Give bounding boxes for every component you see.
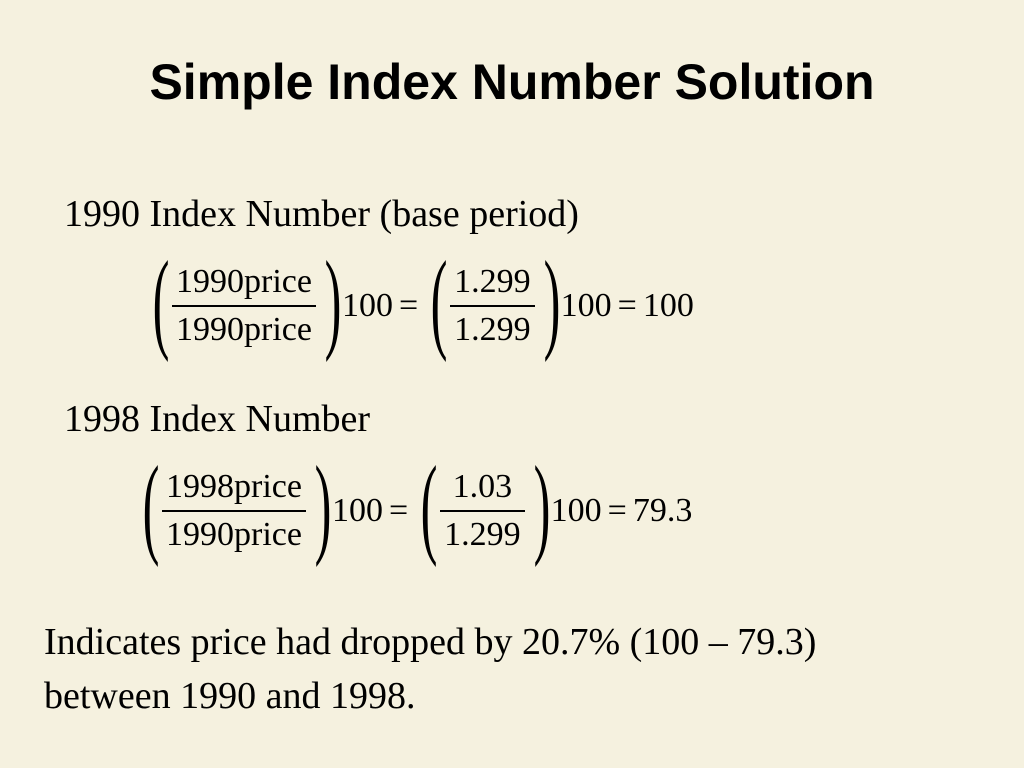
fraction-1998-values: 1.03 1.299 xyxy=(440,467,525,555)
multiplier-value: 100 xyxy=(331,492,383,529)
left-paren: ( xyxy=(142,444,160,568)
fraction-1990-prices: 1990price 1990price xyxy=(172,262,316,350)
left-paren: ( xyxy=(430,239,448,363)
fraction-1998-prices: 1998price 1990price xyxy=(162,467,306,555)
fraction-numerator: 1998price xyxy=(166,468,302,505)
result-value: 79.3 xyxy=(632,492,693,529)
fraction-bar xyxy=(162,510,306,512)
right-paren: ) xyxy=(314,444,332,568)
equation-1990: ( 1990price 1990price ) 100 = ( 1.299 1.… xyxy=(146,245,694,358)
fraction-numerator: 1.299 xyxy=(454,263,531,300)
slide-title: Simple Index Number Solution xyxy=(149,54,875,110)
heading-1990-index: 1990 Index Number (base period) xyxy=(64,193,579,235)
heading-1998-index: 1998 Index Number xyxy=(64,398,371,440)
multiplier-value: 100 xyxy=(560,287,612,324)
equals-sign: = xyxy=(617,287,637,324)
fraction-denominator: 1.299 xyxy=(444,516,521,553)
multiplier-value: 100 xyxy=(341,287,393,324)
fraction-bar xyxy=(450,305,535,307)
fraction-denominator: 1.299 xyxy=(454,311,531,348)
conclusion-line: Indicates price had dropped by 20.7% (10… xyxy=(44,621,817,663)
equation-1998: ( 1998price 1990price ) 100 = ( 1.03 1.2… xyxy=(136,450,693,564)
equals-sign: = xyxy=(388,492,409,529)
left-paren: ( xyxy=(152,239,170,363)
right-paren: ) xyxy=(543,239,561,363)
fraction-bar xyxy=(172,305,316,307)
fraction-numerator: 1.03 xyxy=(452,468,513,505)
left-paren: ( xyxy=(420,444,438,568)
fraction-1990-values: 1.299 1.299 xyxy=(450,262,535,350)
equals-sign: = xyxy=(398,287,419,324)
right-paren: ) xyxy=(533,444,551,568)
fraction-bar xyxy=(440,510,525,512)
right-paren: ) xyxy=(324,239,342,363)
conclusion-line: between 1990 and 1998. xyxy=(44,675,416,717)
fraction-denominator: 1990price xyxy=(166,516,302,553)
multiplier-value: 100 xyxy=(550,492,602,529)
fraction-numerator: 1990price xyxy=(176,263,312,300)
conclusion-text: Indicates price had dropped by 20.7% (10… xyxy=(44,615,1004,723)
result-value: 100 xyxy=(642,287,694,324)
fraction-denominator: 1990price xyxy=(176,311,312,348)
equals-sign: = xyxy=(607,492,627,529)
